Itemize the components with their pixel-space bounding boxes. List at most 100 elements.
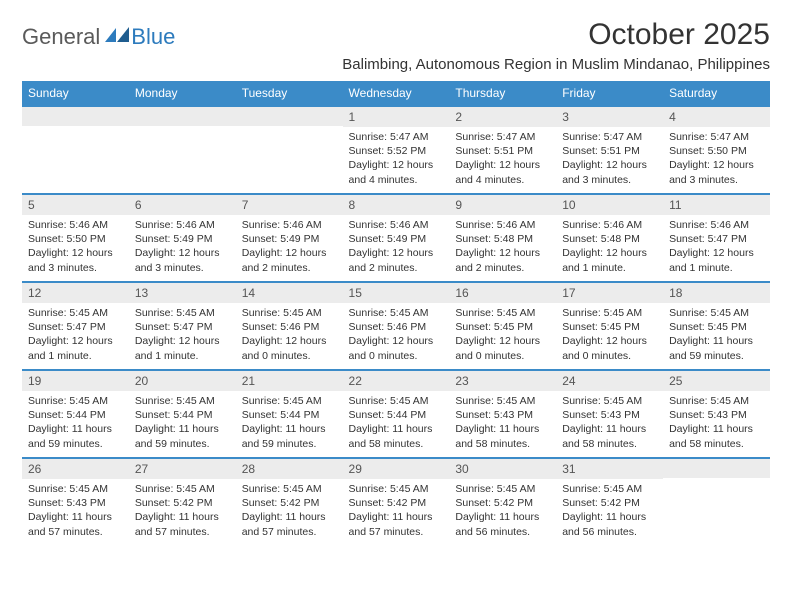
calendar-week-row: 19Sunrise: 5:45 AMSunset: 5:44 PMDayligh… [22, 369, 770, 457]
sunrise-text: Sunrise: 5:47 AM [562, 130, 657, 144]
sunrise-text: Sunrise: 5:45 AM [455, 482, 550, 496]
calendar-cell: 10Sunrise: 5:46 AMSunset: 5:48 PMDayligh… [556, 193, 663, 281]
daylight-text: Daylight: 12 hours and 3 minutes. [28, 246, 123, 274]
day-number: 13 [129, 281, 236, 303]
sunset-text: Sunset: 5:49 PM [242, 232, 337, 246]
day-header: Monday [129, 81, 236, 105]
calendar-week-row: 26Sunrise: 5:45 AMSunset: 5:43 PMDayligh… [22, 457, 770, 545]
daylight-text: Daylight: 12 hours and 4 minutes. [455, 158, 550, 186]
sunset-text: Sunset: 5:42 PM [562, 496, 657, 510]
day-number: 6 [129, 193, 236, 215]
day-number: 20 [129, 369, 236, 391]
sunset-text: Sunset: 5:43 PM [455, 408, 550, 422]
day-number: 9 [449, 193, 556, 215]
daylight-text: Daylight: 11 hours and 58 minutes. [562, 422, 657, 450]
day-number: 3 [556, 105, 663, 127]
day-number: 30 [449, 457, 556, 479]
calendar-body: 1Sunrise: 5:47 AMSunset: 5:52 PMDaylight… [22, 105, 770, 545]
sunset-text: Sunset: 5:49 PM [349, 232, 444, 246]
day-content: Sunrise: 5:45 AMSunset: 5:42 PMDaylight:… [236, 479, 343, 545]
daylight-text: Daylight: 11 hours and 58 minutes. [349, 422, 444, 450]
daylight-text: Daylight: 12 hours and 4 minutes. [349, 158, 444, 186]
sunset-text: Sunset: 5:46 PM [242, 320, 337, 334]
day-number: 27 [129, 457, 236, 479]
daylight-text: Daylight: 12 hours and 3 minutes. [669, 158, 764, 186]
sunrise-text: Sunrise: 5:45 AM [28, 482, 123, 496]
brand-part2: Blue [131, 24, 175, 50]
sunrise-text: Sunrise: 5:45 AM [135, 394, 230, 408]
calendar-cell: 26Sunrise: 5:45 AMSunset: 5:43 PMDayligh… [22, 457, 129, 545]
day-number: 28 [236, 457, 343, 479]
sunset-text: Sunset: 5:49 PM [135, 232, 230, 246]
sunrise-text: Sunrise: 5:46 AM [349, 218, 444, 232]
calendar-week-row: 12Sunrise: 5:45 AMSunset: 5:47 PMDayligh… [22, 281, 770, 369]
day-content: Sunrise: 5:47 AMSunset: 5:51 PMDaylight:… [449, 127, 556, 193]
sunset-text: Sunset: 5:51 PM [455, 144, 550, 158]
day-content: Sunrise: 5:47 AMSunset: 5:52 PMDaylight:… [343, 127, 450, 193]
day-number: 25 [663, 369, 770, 391]
sunrise-text: Sunrise: 5:45 AM [349, 394, 444, 408]
day-number: 10 [556, 193, 663, 215]
day-content: Sunrise: 5:47 AMSunset: 5:50 PMDaylight:… [663, 127, 770, 193]
calendar-cell: 22Sunrise: 5:45 AMSunset: 5:44 PMDayligh… [343, 369, 450, 457]
sunrise-text: Sunrise: 5:45 AM [669, 394, 764, 408]
sunset-text: Sunset: 5:43 PM [669, 408, 764, 422]
sunrise-text: Sunrise: 5:47 AM [349, 130, 444, 144]
sunrise-text: Sunrise: 5:45 AM [455, 394, 550, 408]
daylight-text: Daylight: 11 hours and 59 minutes. [242, 422, 337, 450]
calendar-cell: 8Sunrise: 5:46 AMSunset: 5:49 PMDaylight… [343, 193, 450, 281]
calendar-cell: 4Sunrise: 5:47 AMSunset: 5:50 PMDaylight… [663, 105, 770, 193]
calendar-cell: 12Sunrise: 5:45 AMSunset: 5:47 PMDayligh… [22, 281, 129, 369]
daylight-text: Daylight: 12 hours and 1 minute. [28, 334, 123, 362]
calendar-cell: 5Sunrise: 5:46 AMSunset: 5:50 PMDaylight… [22, 193, 129, 281]
sunset-text: Sunset: 5:47 PM [669, 232, 764, 246]
day-header: Tuesday [236, 81, 343, 105]
calendar-cell: 28Sunrise: 5:45 AMSunset: 5:42 PMDayligh… [236, 457, 343, 545]
day-header: Thursday [449, 81, 556, 105]
day-number [129, 105, 236, 126]
sunset-text: Sunset: 5:43 PM [28, 496, 123, 510]
day-number: 2 [449, 105, 556, 127]
day-number: 5 [22, 193, 129, 215]
sunrise-text: Sunrise: 5:46 AM [562, 218, 657, 232]
day-number: 29 [343, 457, 450, 479]
day-header: Saturday [663, 81, 770, 105]
day-content: Sunrise: 5:45 AMSunset: 5:47 PMDaylight:… [129, 303, 236, 369]
calendar-cell: 17Sunrise: 5:45 AMSunset: 5:45 PMDayligh… [556, 281, 663, 369]
daylight-text: Daylight: 11 hours and 58 minutes. [455, 422, 550, 450]
day-header: Sunday [22, 81, 129, 105]
sunset-text: Sunset: 5:45 PM [455, 320, 550, 334]
day-content: Sunrise: 5:46 AMSunset: 5:49 PMDaylight:… [343, 215, 450, 281]
sunrise-text: Sunrise: 5:45 AM [349, 306, 444, 320]
daylight-text: Daylight: 11 hours and 59 minutes. [135, 422, 230, 450]
day-header: Wednesday [343, 81, 450, 105]
day-content: Sunrise: 5:45 AMSunset: 5:43 PMDaylight:… [22, 479, 129, 545]
calendar-cell: 1Sunrise: 5:47 AMSunset: 5:52 PMDaylight… [343, 105, 450, 193]
sunrise-text: Sunrise: 5:45 AM [135, 306, 230, 320]
day-number: 17 [556, 281, 663, 303]
day-content: Sunrise: 5:46 AMSunset: 5:49 PMDaylight:… [236, 215, 343, 281]
day-content: Sunrise: 5:45 AMSunset: 5:46 PMDaylight:… [236, 303, 343, 369]
sunrise-text: Sunrise: 5:45 AM [242, 482, 337, 496]
sunset-text: Sunset: 5:44 PM [135, 408, 230, 422]
sunrise-text: Sunrise: 5:45 AM [455, 306, 550, 320]
day-header-row: SundayMondayTuesdayWednesdayThursdayFrid… [22, 81, 770, 105]
calendar-cell: 11Sunrise: 5:46 AMSunset: 5:47 PMDayligh… [663, 193, 770, 281]
sunrise-text: Sunrise: 5:45 AM [242, 306, 337, 320]
daylight-text: Daylight: 12 hours and 3 minutes. [562, 158, 657, 186]
day-number [663, 457, 770, 478]
sunset-text: Sunset: 5:42 PM [349, 496, 444, 510]
day-number: 14 [236, 281, 343, 303]
calendar-page: General Blue October 2025 Balimbing, Aut… [0, 0, 792, 557]
day-header: Friday [556, 81, 663, 105]
daylight-text: Daylight: 12 hours and 1 minute. [669, 246, 764, 274]
day-content: Sunrise: 5:45 AMSunset: 5:46 PMDaylight:… [343, 303, 450, 369]
calendar-cell: 24Sunrise: 5:45 AMSunset: 5:43 PMDayligh… [556, 369, 663, 457]
day-content: Sunrise: 5:45 AMSunset: 5:42 PMDaylight:… [343, 479, 450, 545]
daylight-text: Daylight: 12 hours and 0 minutes. [455, 334, 550, 362]
calendar-cell: 21Sunrise: 5:45 AMSunset: 5:44 PMDayligh… [236, 369, 343, 457]
day-content: Sunrise: 5:45 AMSunset: 5:44 PMDaylight:… [236, 391, 343, 457]
day-content: Sunrise: 5:45 AMSunset: 5:43 PMDaylight:… [449, 391, 556, 457]
calendar-cell: 30Sunrise: 5:45 AMSunset: 5:42 PMDayligh… [449, 457, 556, 545]
calendar-cell: 9Sunrise: 5:46 AMSunset: 5:48 PMDaylight… [449, 193, 556, 281]
